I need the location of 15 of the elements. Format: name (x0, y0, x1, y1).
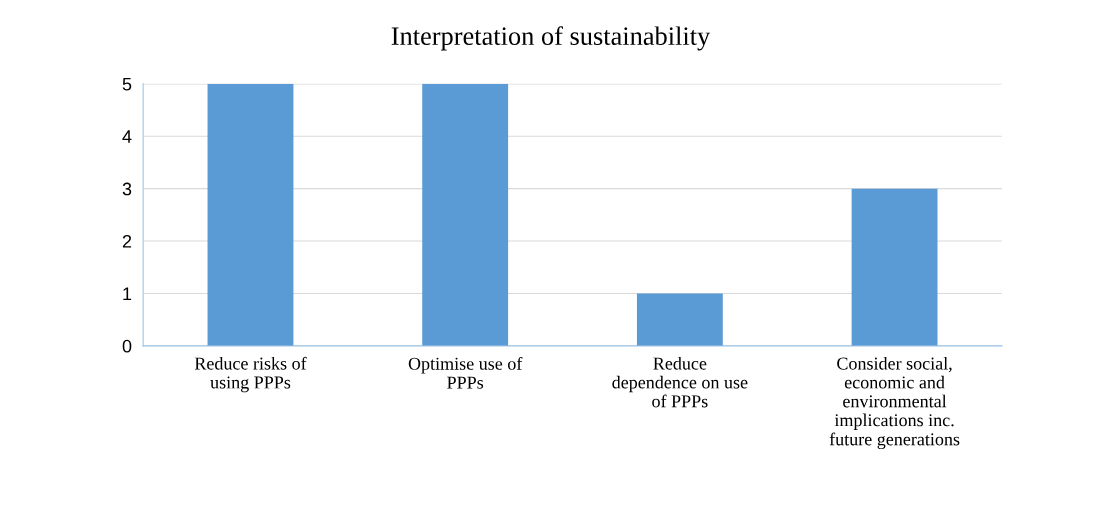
bar (636, 293, 723, 346)
y-tick-label: 3 (122, 182, 132, 196)
bar (851, 188, 938, 346)
bar (207, 83, 294, 346)
y-tick-label: 2 (122, 234, 132, 248)
y-tick-label: 0 (122, 339, 132, 353)
bar (422, 83, 509, 346)
y-tick-label: 4 (122, 130, 132, 143)
y-tick-label: 5 (122, 77, 132, 91)
x-tick-label: Reduce dependence on use of PPPs (612, 356, 748, 408)
y-tick-label: 1 (123, 287, 132, 300)
x-tick-label: Reduce risks of using PPPs (194, 356, 307, 393)
chart-title: Interpretation of sustainability (391, 26, 711, 51)
x-tick-label: Consider social, economic and environmental implications inc. future generations (829, 356, 960, 450)
x-tick-label: Optimise use of PPPs (408, 356, 523, 389)
